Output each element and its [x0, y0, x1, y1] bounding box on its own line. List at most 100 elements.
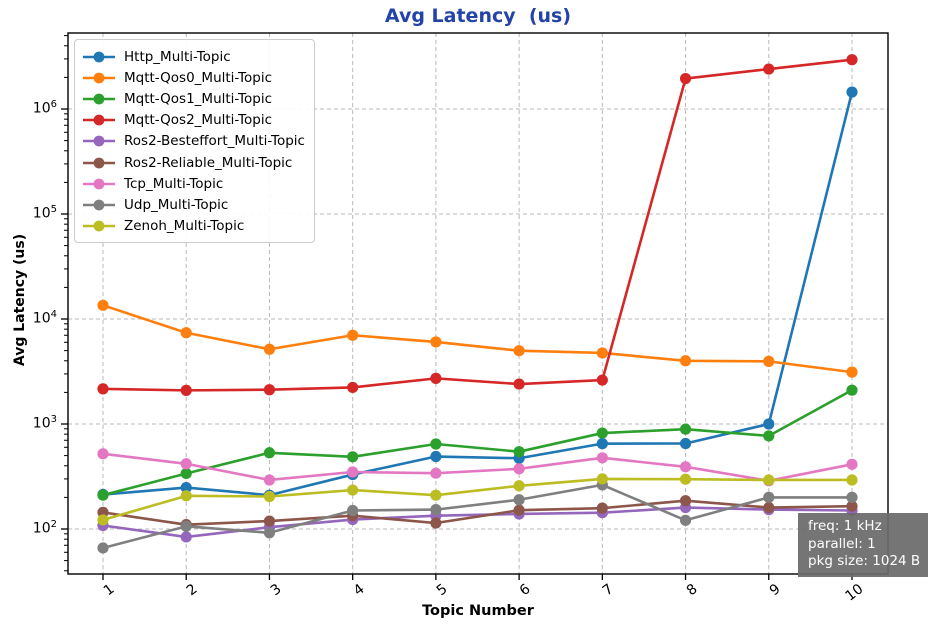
series-marker-Tcp_Multi-Topic — [430, 467, 442, 479]
series-marker-Http_Multi-Topic — [763, 418, 775, 430]
legend-item-Ros2-Besteffort_Multi-Topic: Ros2-Besteffort_Multi-Topic — [82, 131, 305, 152]
series-marker-Mqtt-Qos1_Multi-Topic — [430, 438, 442, 450]
series-marker-Zenoh_Multi-Topic — [846, 474, 858, 486]
series-marker-Tcp_Multi-Topic — [513, 463, 525, 475]
chart-title: Avg Latency (us) — [384, 5, 572, 27]
series-line-Zenoh_Multi-Topic — [102, 477, 852, 522]
series-marker-Mqtt-Qos2_Multi-Topic — [347, 381, 359, 394]
legend-marker-icon — [83, 93, 115, 105]
series-marker-Mqtt-Qos2_Multi-Topic — [763, 63, 775, 75]
series-marker-Mqtt-Qos1_Multi-Topic — [513, 446, 525, 458]
series-marker-Mqtt-Qos1_Multi-Topic — [846, 384, 858, 396]
legend-item-Zenoh_Multi-Topic: Zenoh_Multi-Topic — [82, 216, 305, 237]
series-marker-Mqtt-Qos1_Multi-Topic — [180, 467, 192, 480]
series-marker-Tcp_Multi-Topic — [180, 458, 192, 470]
series-marker-Zenoh_Multi-Topic — [679, 473, 692, 485]
series-marker-Zenoh_Multi-Topic — [596, 473, 608, 485]
series-marker-Http_Multi-Topic — [596, 438, 608, 450]
legend: Http_Multi-Topic Mqtt-Qos0_Multi-Topic Mqt… — [74, 39, 315, 243]
series-marker-Zenoh_Multi-Topic — [763, 474, 775, 486]
series-line-Udp_Multi-Topic — [102, 483, 852, 550]
annotation-box: freq: 1 kHz parallel: 1 pkg size: 1024 B — [798, 513, 928, 577]
legend-marker-icon — [83, 157, 115, 168]
series-marker-Mqtt-Qos0_Multi-Topic — [347, 329, 359, 341]
legend-label: Zenoh_Multi-Topic — [124, 218, 245, 235]
legend-item-Http_Multi-Topic: Http_Multi-Topic — [82, 46, 305, 67]
series-marker-Mqtt-Qos0_Multi-Topic — [513, 345, 525, 357]
legend-label: Mqtt-Qos1_Multi-Topic — [124, 90, 273, 107]
series-marker-Mqtt-Qos1_Multi-Topic — [347, 451, 359, 463]
legend-label: Udp_Multi-Topic — [124, 196, 229, 213]
series-marker-Tcp_Multi-Topic — [596, 452, 608, 464]
y-tick-label-10e2: 102 — [32, 519, 57, 537]
series-marker-Udp_Multi-Topic — [430, 504, 442, 516]
series-line-Mqtt-Qos0_Multi-Topic — [102, 304, 853, 374]
series-marker-Ros2-Reliable_Multi-Topic — [763, 501, 775, 514]
series-marker-Mqtt-Qos2_Multi-Topic — [263, 384, 276, 396]
series-marker-Mqtt-Qos0_Multi-Topic — [763, 355, 775, 367]
plot-frame — [67, 32, 889, 575]
series-marker-Ros2-Reliable_Multi-Topic — [596, 502, 608, 514]
legend-label: Tcp_Multi-Topic — [124, 175, 224, 192]
series-marker-Mqtt-Qos2_Multi-Topic — [596, 374, 608, 386]
series-marker-Zenoh_Multi-Topic — [513, 480, 525, 492]
y-tick-label-10e5: 105 — [32, 204, 57, 222]
series-marker-Mqtt-Qos0_Multi-Topic — [263, 343, 276, 355]
series-marker-Mqtt-Qos2_Multi-Topic — [846, 54, 858, 66]
y-axis-label: Avg Latency (us) — [12, 233, 28, 367]
series-marker-Ros2-Besteffort_Multi-Topic — [180, 531, 192, 543]
series-marker-Ros2-Reliable_Multi-Topic — [846, 500, 858, 512]
legend-marker-icon — [83, 199, 115, 211]
legend-item-Mqtt-Qos0_Multi-Topic: Mqtt-Qos0_Multi-Topic — [82, 67, 305, 88]
series-marker-Ros2-Reliable_Multi-Topic — [679, 495, 692, 507]
series-marker-Http_Multi-Topic — [430, 450, 442, 463]
series-marker-Mqtt-Qos2_Multi-Topic — [180, 384, 192, 396]
legend-label: Http_Multi-Topic — [124, 48, 231, 65]
annotation-line-pkgsize: pkg size: 1024 B — [808, 553, 921, 569]
annotation-line-parallel: parallel: 1 — [808, 535, 876, 552]
series-marker-Tcp_Multi-Topic — [97, 448, 109, 460]
series-marker-Mqtt-Qos0_Multi-Topic — [679, 355, 692, 367]
series-marker-Mqtt-Qos2_Multi-Topic — [430, 372, 442, 384]
legend-label: Mqtt-Qos2_Multi-Topic — [124, 112, 273, 129]
x-axis-label: Topic Number — [422, 603, 534, 619]
legend-marker-icon — [83, 51, 115, 62]
legend-label: Ros2-Reliable_Multi-Topic — [124, 154, 293, 171]
series-marker-Tcp_Multi-Topic — [846, 458, 858, 470]
legend-marker-icon — [83, 72, 115, 84]
legend-marker-icon — [83, 178, 115, 190]
series-marker-Mqtt-Qos2_Multi-Topic — [97, 383, 109, 395]
series-marker-Udp_Multi-Topic — [263, 527, 276, 539]
series-marker-Udp_Multi-Topic — [679, 514, 692, 526]
series-marker-Mqtt-Qos1_Multi-Topic — [97, 489, 109, 501]
series-marker-Mqtt-Qos0_Multi-Topic — [97, 299, 109, 311]
annotation-line-freq: freq: 1 kHz — [808, 518, 882, 534]
series-marker-Mqtt-Qos0_Multi-Topic — [180, 327, 192, 339]
series-marker-Mqtt-Qos1_Multi-Topic — [679, 423, 692, 435]
series-marker-Udp_Multi-Topic — [846, 491, 858, 503]
series-marker-Http_Multi-Topic — [846, 86, 858, 98]
series-marker-Mqtt-Qos0_Multi-Topic — [430, 336, 442, 348]
legend-item-Tcp_Multi-Topic: Tcp_Multi-Topic — [82, 173, 305, 194]
legend-label: Ros2-Besteffort_Multi-Topic — [124, 133, 305, 150]
legend-item-Ros2-Reliable_Multi-Topic: Ros2-Reliable_Multi-Topic — [82, 152, 305, 173]
series-marker-Http_Multi-Topic — [180, 481, 192, 494]
legend-marker-icon — [83, 135, 115, 147]
legend-item-Udp_Multi-Topic: Udp_Multi-Topic — [82, 194, 305, 215]
legend-marker-icon — [83, 220, 115, 232]
legend-item-Mqtt-Qos2_Multi-Topic: Mqtt-Qos2_Multi-Topic — [82, 110, 305, 131]
series-marker-Mqtt-Qos0_Multi-Topic — [596, 347, 608, 359]
series-line-Mqtt-Qos1_Multi-Topic — [102, 389, 853, 497]
series-marker-Ros2-Reliable_Multi-Topic — [430, 517, 442, 529]
series-marker-Tcp_Multi-Topic — [263, 474, 276, 486]
legend-item-Mqtt-Qos1_Multi-Topic: Mqtt-Qos1_Multi-Topic — [82, 88, 305, 109]
series-marker-Zenoh_Multi-Topic — [430, 489, 442, 501]
series-marker-Tcp_Multi-Topic — [679, 461, 692, 473]
series-line-Ros2-Reliable_Multi-Topic — [102, 499, 853, 526]
series-marker-Zenoh_Multi-Topic — [347, 484, 359, 496]
y-tick-label-10e3: 103 — [32, 414, 57, 432]
series-marker-Mqtt-Qos2_Multi-Topic — [513, 378, 525, 390]
series-marker-Http_Multi-Topic — [679, 437, 692, 450]
series-line-Tcp_Multi-Topic — [102, 452, 853, 483]
